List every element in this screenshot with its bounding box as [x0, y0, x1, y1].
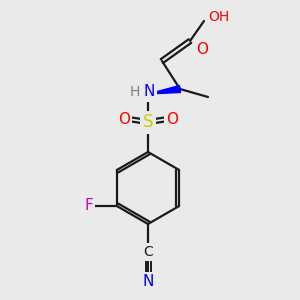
Text: H: H [130, 85, 140, 99]
Text: N: N [142, 274, 154, 290]
Text: O: O [118, 112, 130, 127]
Text: OH: OH [208, 10, 229, 24]
Text: O: O [196, 41, 208, 56]
Text: F: F [84, 199, 93, 214]
Polygon shape [148, 85, 181, 94]
Text: N: N [143, 85, 155, 100]
Text: S: S [143, 113, 153, 131]
Text: C: C [143, 245, 153, 259]
Text: O: O [166, 112, 178, 127]
